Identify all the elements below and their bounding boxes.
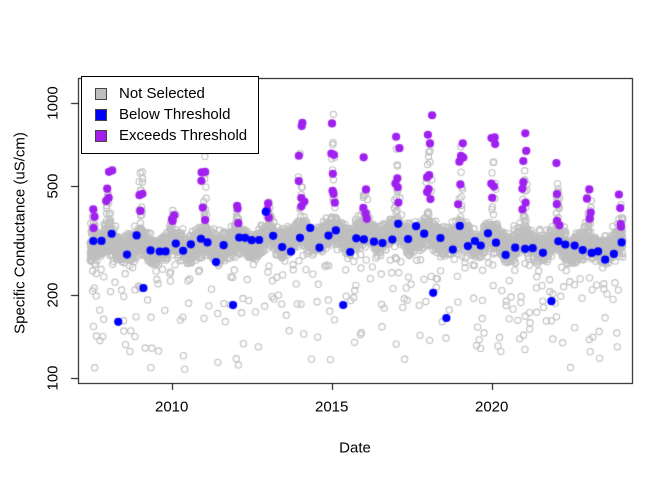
y-tick-label-1000: 1000 <box>44 86 62 120</box>
y-axis-title: Specific Conductance (uS/cm) <box>11 132 29 334</box>
legend-label-not-selected: Not Selected <box>119 85 205 102</box>
y-tick-label-200: 200 <box>44 282 62 308</box>
x-tick-label-2015: 2015 <box>315 398 349 416</box>
legend-item-exceeds-threshold: Exceeds Threshold <box>82 125 258 146</box>
x-tick-label-2020: 2020 <box>475 398 509 416</box>
below-threshold-swatch-icon <box>95 108 107 121</box>
y-tick-label-100: 100 <box>44 365 62 391</box>
x-tick-label-2010: 2010 <box>155 398 189 416</box>
legend-box: Not Selected Below Threshold Exceeds Thr… <box>81 76 259 154</box>
legend-label-exceeds-threshold: Exceeds Threshold <box>119 127 248 144</box>
y-tick-label-500: 500 <box>44 173 62 199</box>
legend-label-below-threshold: Below Threshold <box>119 106 231 123</box>
legend-item-not-selected: Not Selected <box>82 83 258 104</box>
exceeds-threshold-swatch-icon <box>95 129 107 142</box>
legend-item-below-threshold: Below Threshold <box>82 104 258 125</box>
x-axis-title: Date <box>339 439 371 457</box>
not-selected-swatch-icon <box>95 87 107 100</box>
